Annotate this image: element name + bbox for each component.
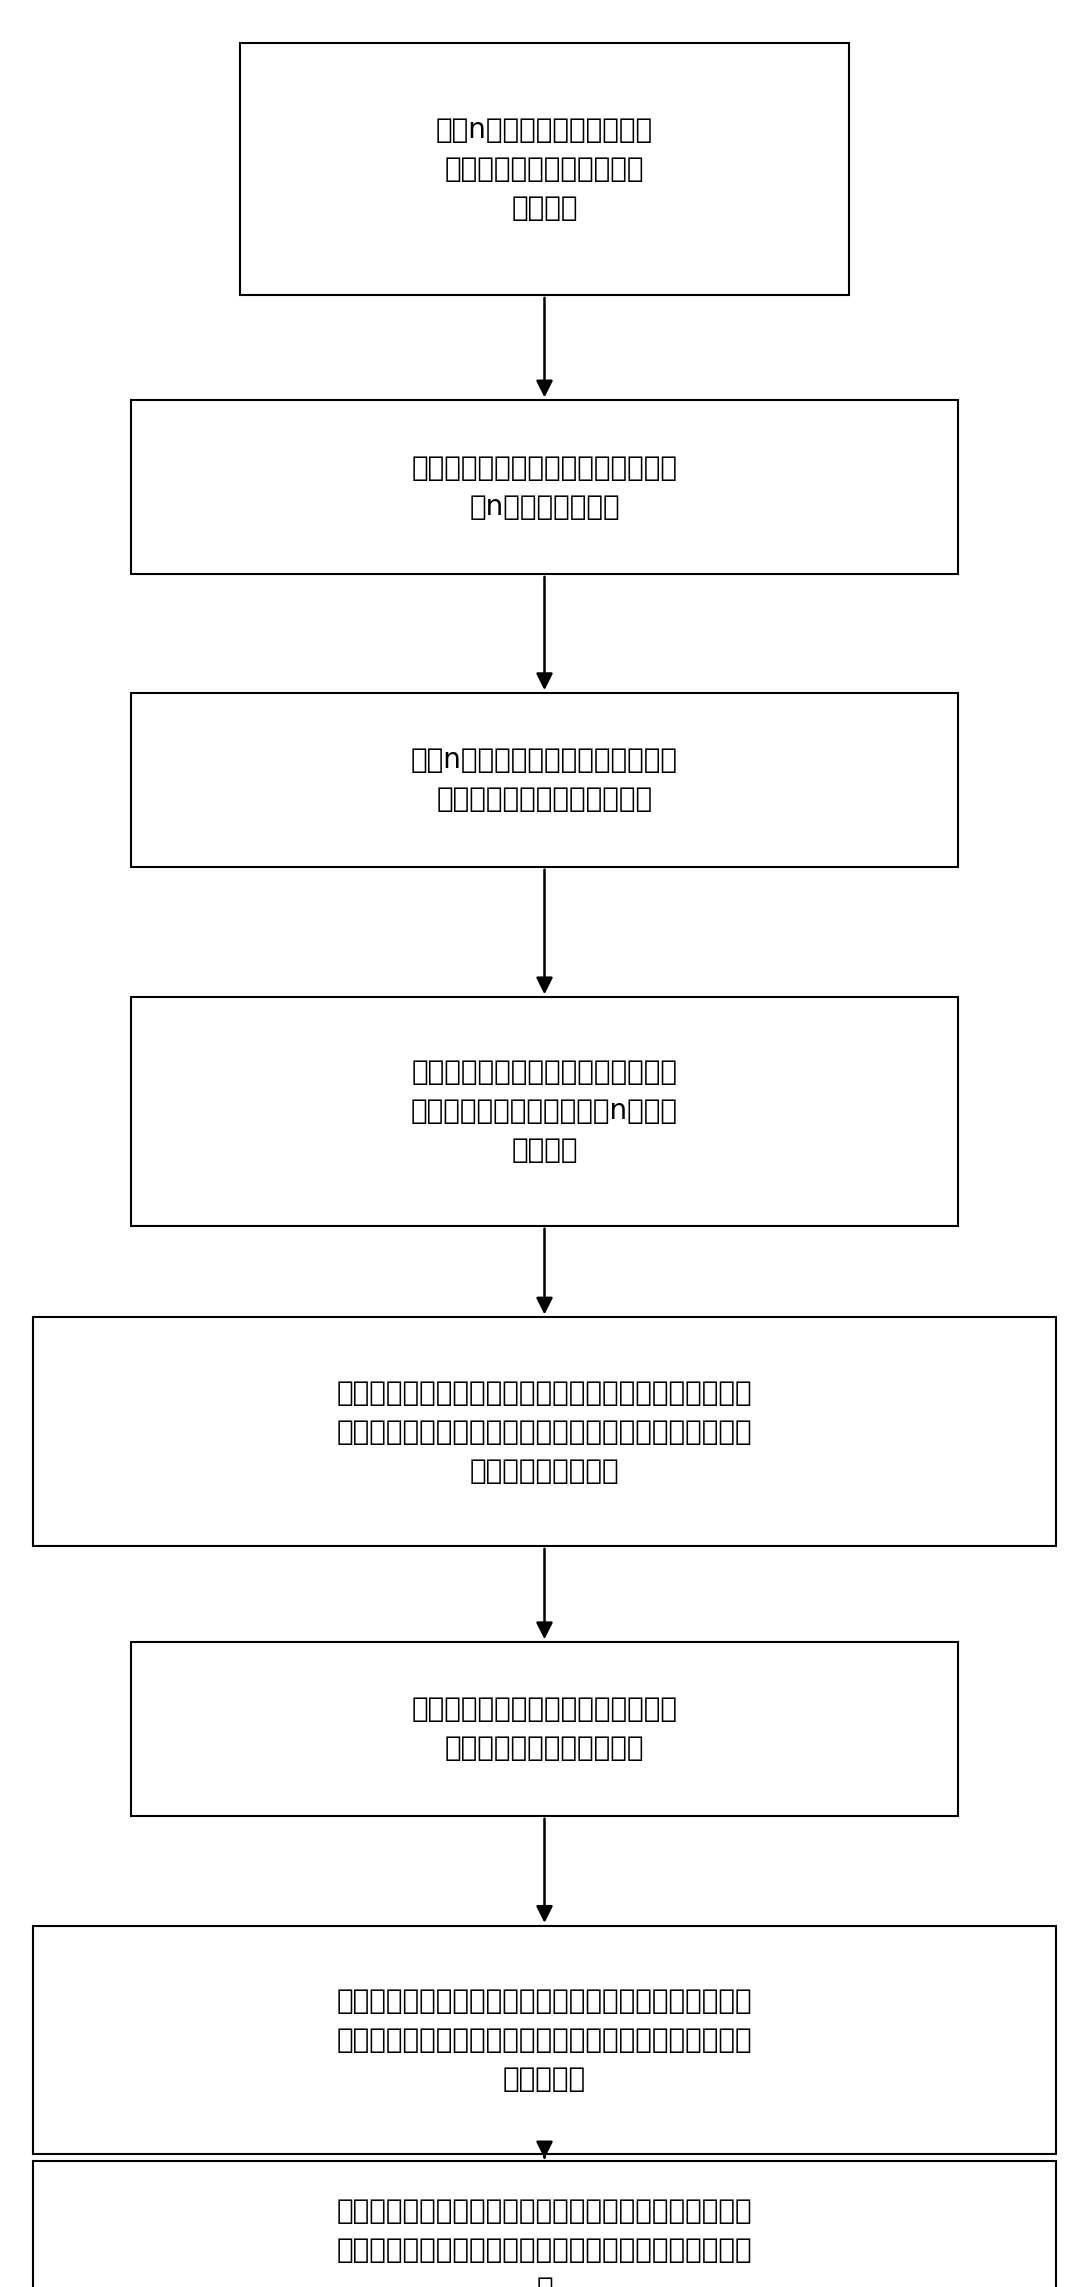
- Bar: [33, 1926, 1056, 2154]
- Text: 将单级转子自身不平衡量和装配过程中由定位和定向误差
引入的不平衡量进行矢量相加，得到多级转子装配后任意
一级转子的不平衡量: 将单级转子自身不平衡量和装配过程中由定位和定向误差 引入的不平衡量进行矢量相加，…: [337, 1379, 752, 1484]
- Bar: [131, 400, 958, 574]
- Text: 确定n级转子装配后由各级转
子定位误差引起的偏心误差
传递矩阵: 确定n级转子装配后由各级转 子定位误差引起的偏心误差 传递矩阵: [436, 117, 653, 222]
- Text: 将各级转子不平衡量进行矢量叠加，
得到多级转子初始不平衡量: 将各级转子不平衡量进行矢量叠加， 得到多级转子初始不平衡量: [412, 1695, 677, 1763]
- Bar: [33, 1317, 1056, 1546]
- Bar: [33, 2161, 1056, 2287]
- Text: 计算n级转子装配后由各级转子定向
误差引起的偏心误差传递矩阵: 计算n级转子装配后由各级转子定向 误差引起的偏心误差传递矩阵: [411, 746, 678, 814]
- Bar: [131, 693, 958, 867]
- Text: 获取装配后各级转子定位误差引起的
第n级转子不平衡量: 获取装配后各级转子定位误差引起的 第n级转子不平衡量: [412, 453, 677, 521]
- Bar: [131, 1642, 958, 1816]
- Text: 利用遗传算法优化各级转子角向安装位置，即可得到各级
转子角向最佳安装相位，实现多级转子初始不平衡量的优
化: 利用遗传算法优化各级转子角向安装位置，即可得到各级 转子角向最佳安装相位，实现多…: [337, 2198, 752, 2287]
- Text: 根据偏心误差传递矩阵获取装配后由
各级转子定向误差引起的第n级转子
不平衡量: 根据偏心误差传递矩阵获取装配后由 各级转子定向误差引起的第n级转子 不平衡量: [411, 1059, 678, 1164]
- Bar: [240, 43, 849, 295]
- Bar: [131, 997, 958, 1226]
- Text: 依据多级转子初始不平衡量与角向安装位置之间的关系，
建立基于各级转子角向安装位置的多级转子初始不平衡量
的优化模型: 依据多级转子初始不平衡量与角向安装位置之间的关系， 建立基于各级转子角向安装位置…: [337, 1987, 752, 2093]
